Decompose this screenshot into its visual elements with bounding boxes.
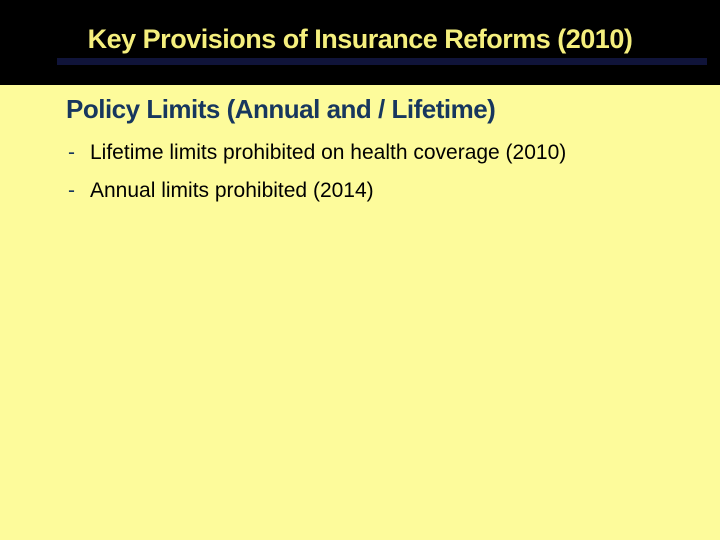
bullet-dash-marker: - xyxy=(68,179,75,202)
title-underline-bar xyxy=(57,58,707,65)
bullet-text: Lifetime limits prohibited on health cov… xyxy=(90,141,567,164)
bullet-list: - Lifetime limits prohibited on health c… xyxy=(0,141,720,203)
list-item: - Lifetime limits prohibited on health c… xyxy=(68,141,720,165)
list-item: - Annual limits prohibited (2014) xyxy=(68,179,720,203)
slide-body: Policy Limits (Annual and / Lifetime) - … xyxy=(0,85,720,540)
bullet-dash-marker: - xyxy=(68,141,75,164)
section-heading: Policy Limits (Annual and / Lifetime) xyxy=(66,94,496,124)
slide-title: Key Provisions of Insurance Reforms (201… xyxy=(87,24,633,54)
slide-title-bar: Key Provisions of Insurance Reforms (201… xyxy=(0,0,720,85)
bullet-text: Annual limits prohibited (2014) xyxy=(90,179,374,202)
